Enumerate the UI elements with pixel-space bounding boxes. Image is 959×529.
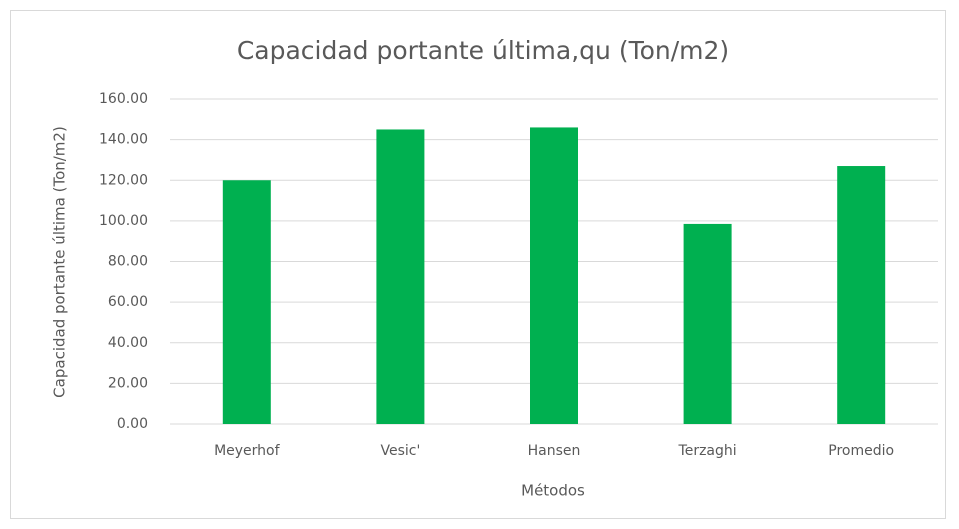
- x-tick-label: Vesic': [380, 443, 420, 459]
- x-tick-label: Meyerhof: [214, 443, 281, 459]
- y-axis-label: Capacidad portante última (Ton/m2): [51, 126, 69, 398]
- y-tick-label: 100.00: [99, 213, 148, 229]
- y-tick-label: 20.00: [108, 375, 148, 391]
- y-tick-label: 80.00: [108, 254, 148, 270]
- x-tick-label: Terzaghi: [678, 443, 737, 459]
- chart-title: Capacidad portante última,qu (Ton/m2): [237, 36, 729, 65]
- y-tick-label: 120.00: [99, 172, 148, 188]
- x-tick-label: Promedio: [828, 443, 894, 459]
- y-tick-label: 60.00: [108, 294, 148, 310]
- bar: [683, 223, 732, 424]
- bar: [376, 129, 425, 424]
- y-tick-label: 140.00: [99, 132, 148, 148]
- chart-border: [10, 10, 946, 519]
- y-tick-label: 0.00: [117, 416, 148, 432]
- x-axis-label: Métodos: [521, 482, 585, 500]
- bar: [530, 127, 578, 424]
- y-tick-label: 40.00: [108, 335, 148, 351]
- bar: [837, 166, 886, 424]
- x-tick-label: Hansen: [528, 443, 581, 459]
- y-tick-label: 160.00: [99, 91, 148, 107]
- bar: [222, 180, 271, 424]
